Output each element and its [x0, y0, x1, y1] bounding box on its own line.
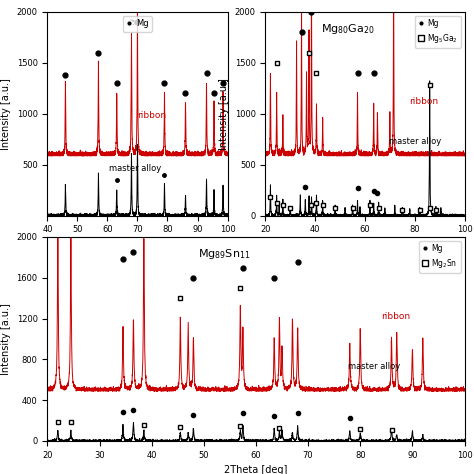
X-axis label: 2Theta [deg]: 2Theta [deg]: [333, 240, 397, 250]
Legend: Mg: Mg: [123, 16, 152, 32]
Text: ribbon: ribbon: [137, 111, 166, 120]
Y-axis label: Intensity [a.u.]: Intensity [a.u.]: [1, 303, 11, 375]
Legend: Mg, Mg$_2$Sn: Mg, Mg$_2$Sn: [419, 241, 461, 273]
X-axis label: 2Theta [deg]: 2Theta [deg]: [224, 465, 288, 474]
Text: ribbon: ribbon: [381, 311, 410, 320]
Legend: Mg, Mg$_5$Ga$_2$: Mg, Mg$_5$Ga$_2$: [415, 16, 461, 47]
Text: master alloy: master alloy: [109, 164, 161, 173]
Y-axis label: Intensity [a.u.]: Intensity [a.u.]: [1, 78, 11, 150]
Text: master alloy: master alloy: [348, 363, 400, 372]
Text: Mg$_{89}$Sn$_{11}$: Mg$_{89}$Sn$_{11}$: [198, 247, 250, 261]
Text: ribbon: ribbon: [409, 97, 438, 106]
Text: Mg$_{80}$Ga$_{20}$: Mg$_{80}$Ga$_{20}$: [321, 22, 375, 36]
Text: master alloy: master alloy: [389, 137, 441, 146]
X-axis label: 2Theta [deg]: 2Theta [deg]: [106, 240, 169, 250]
Y-axis label: Intensity [a.u.]: Intensity [a.u.]: [219, 78, 229, 150]
